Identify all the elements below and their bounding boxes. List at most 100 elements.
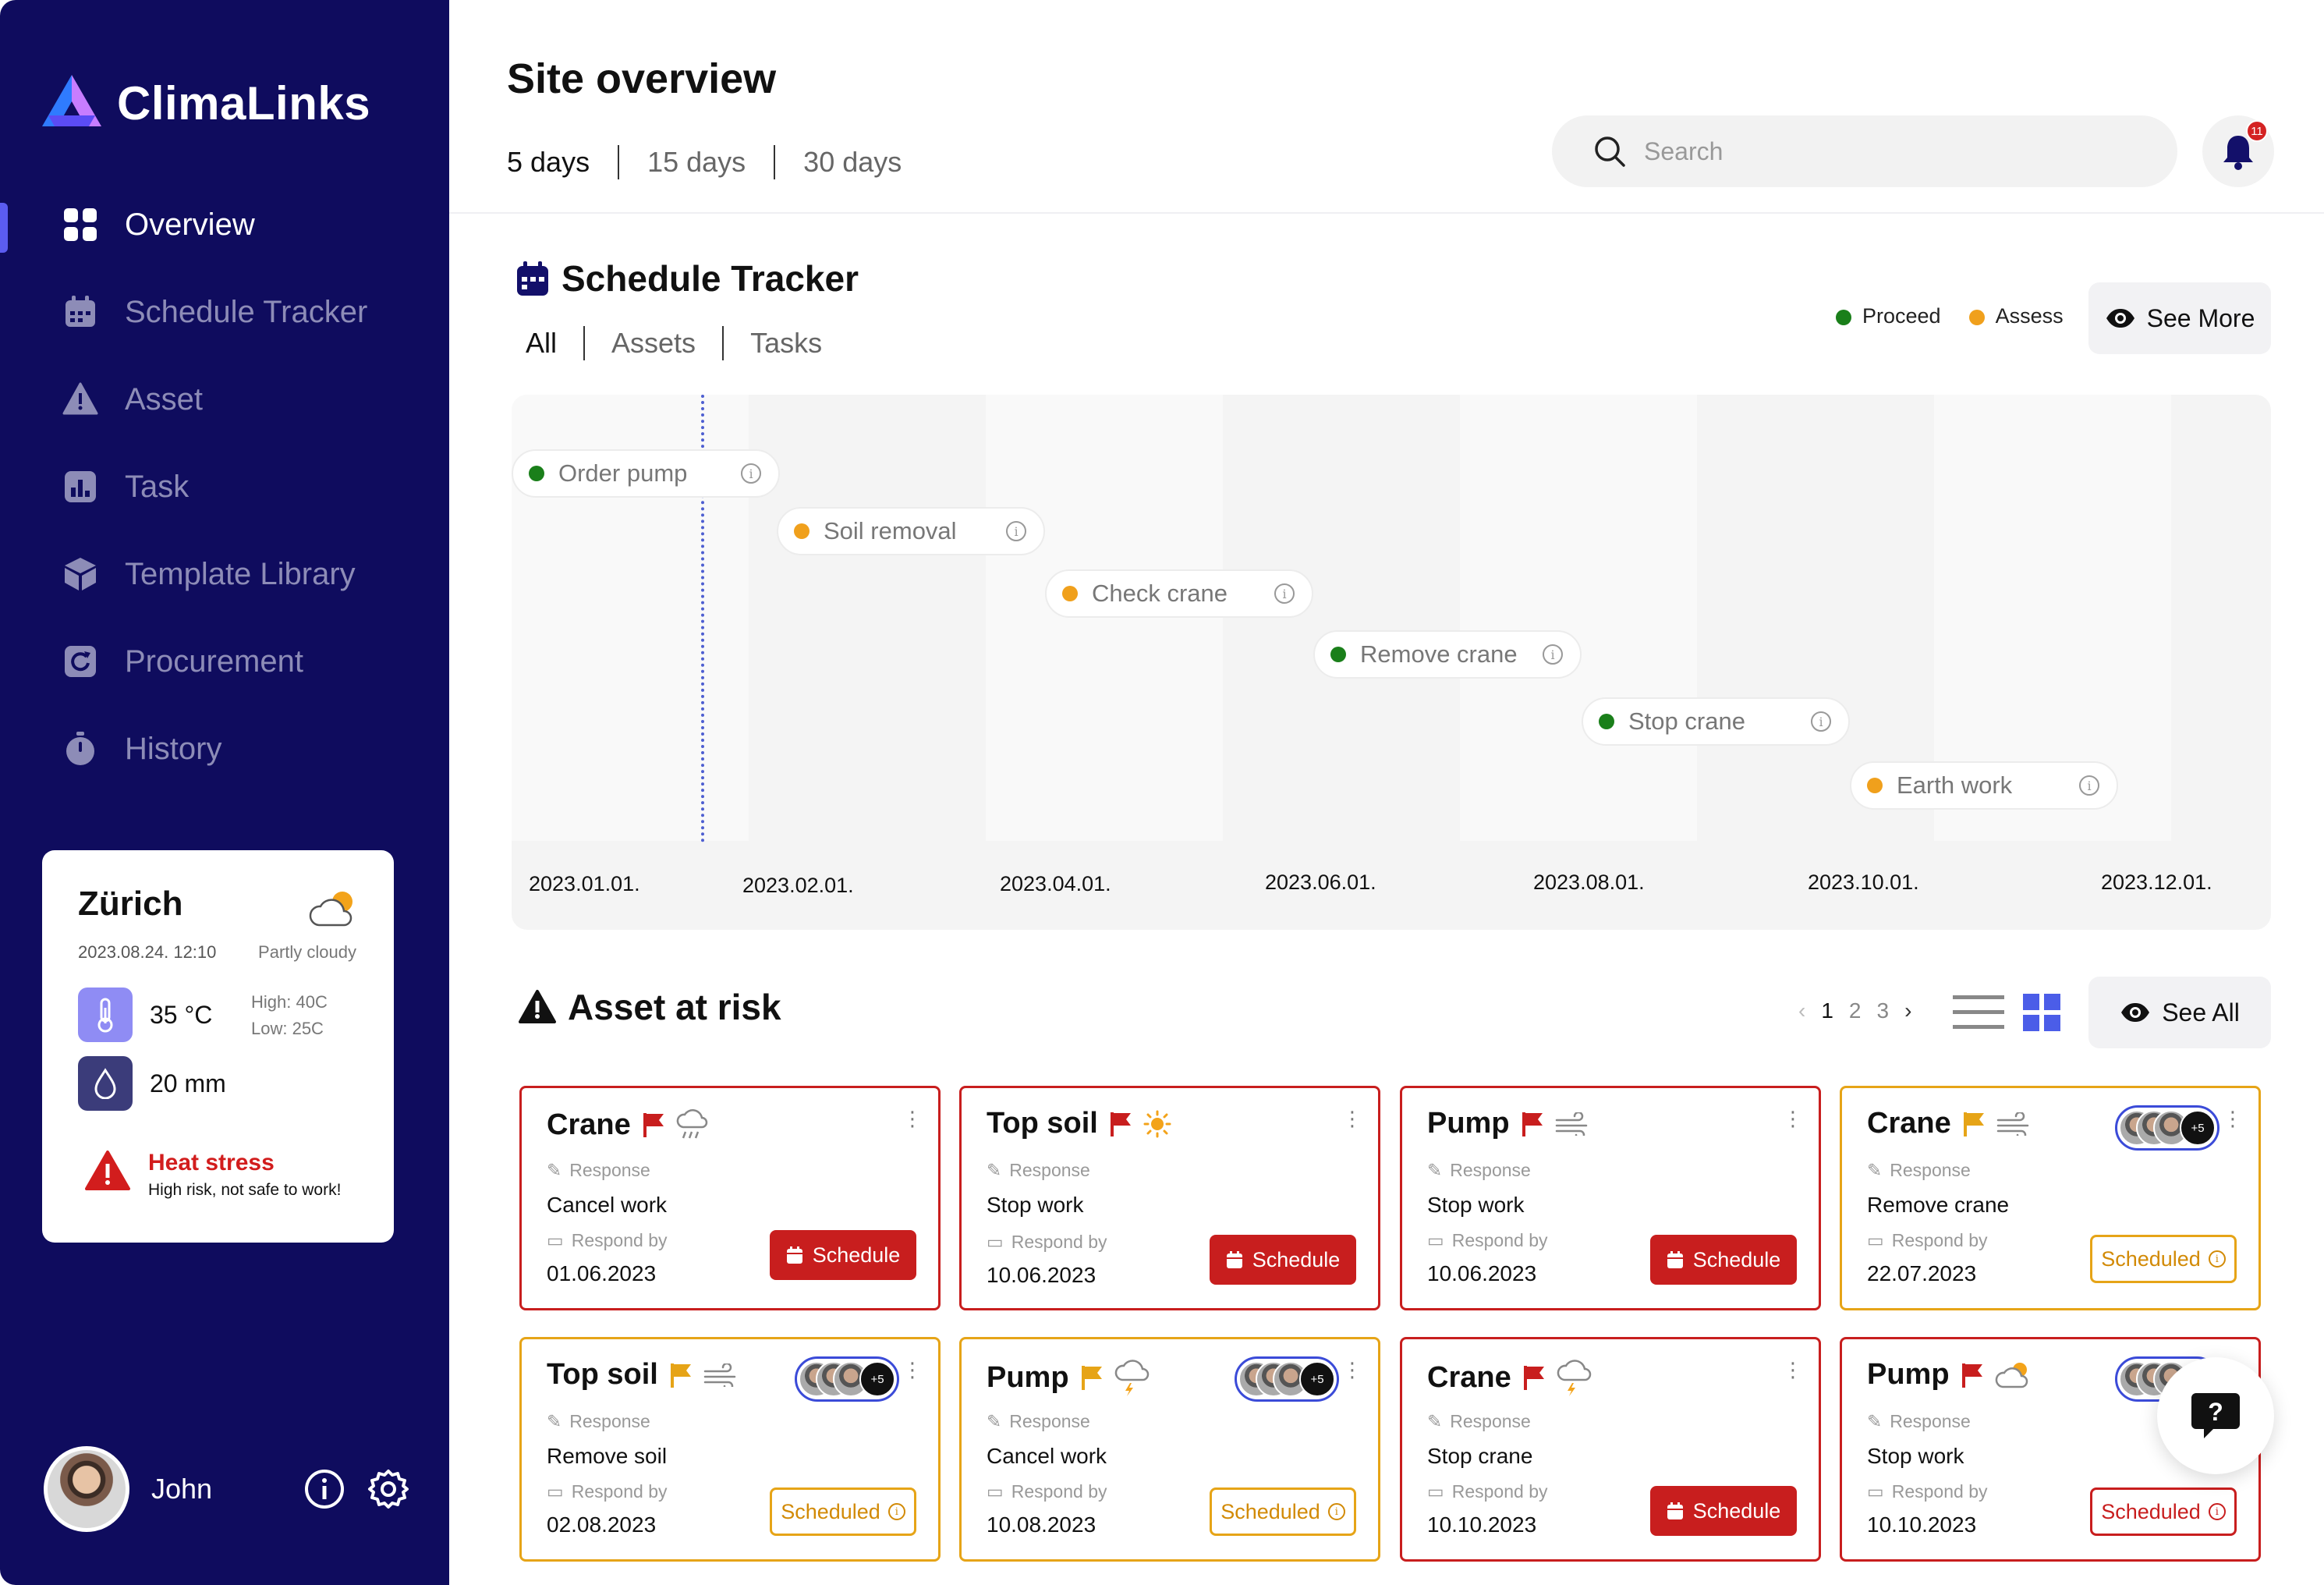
edit-icon: ✎ — [1867, 1411, 1883, 1431]
page-3[interactable]: 3 — [1876, 998, 1890, 1023]
avatar[interactable] — [44, 1446, 129, 1532]
filter-tasks[interactable]: Tasks — [750, 327, 823, 359]
schedule-button[interactable]: Schedule — [1650, 1486, 1797, 1536]
scheduled-status[interactable]: Scheduled i — [1210, 1487, 1356, 1536]
more-options-icon[interactable]: ⋮ — [2223, 1107, 2243, 1130]
flag-icon — [643, 1113, 664, 1137]
response-label: ✎ Response — [547, 1160, 650, 1180]
sidebar-item-task[interactable]: Task — [0, 443, 449, 530]
date-tick: 2023.04.01. — [1000, 872, 1111, 895]
help-button[interactable]: ? — [2157, 1357, 2274, 1474]
assignee-avatars[interactable]: +5 — [795, 1356, 899, 1402]
date-tick: 2023.01.01. — [529, 872, 640, 895]
respond-by-date: 10.10.2023 — [1427, 1512, 1537, 1537]
scheduled-status[interactable]: Scheduled i — [2090, 1235, 2237, 1283]
prev-page-icon[interactable]: ‹ — [1798, 998, 1806, 1023]
asset-card[interactable]: Pump +5 ⋮ ✎ Response Cancel work ▭ Respond… — [959, 1337, 1380, 1562]
asset-name: Crane — [1427, 1360, 1511, 1394]
info-icon[interactable]: i — [741, 463, 761, 484]
timeline-task[interactable]: Check crane i — [1045, 569, 1313, 618]
filter-all[interactable]: All — [526, 327, 558, 359]
response-value: Remove crane — [1867, 1193, 2010, 1217]
calendar-icon — [1667, 1502, 1683, 1519]
user-name: John — [151, 1473, 213, 1505]
asset-card[interactable]: Top soil ⋮ ✎ Response Stop work ▭ Respond … — [959, 1086, 1380, 1310]
bell-icon — [2223, 136, 2253, 170]
more-options-icon[interactable]: ⋮ — [902, 1107, 923, 1130]
sidebar-item-label: Task — [125, 469, 190, 504]
tab-15-days[interactable]: 15 days — [647, 146, 746, 178]
brand-logo[interactable]: ClimaLinks — [41, 75, 370, 131]
status-dot — [1062, 586, 1078, 601]
respond-by-label: ▭ Respond by — [987, 1232, 1107, 1252]
next-page-icon[interactable]: › — [1904, 998, 1912, 1023]
info-button[interactable] — [303, 1467, 346, 1511]
list-view-icon[interactable] — [1953, 994, 2004, 1035]
sidebar-item-procurement[interactable]: Procurement — [0, 618, 449, 705]
calendar-icon — [786, 1246, 802, 1264]
legend-assess: Assess — [1968, 304, 2064, 328]
sidebar-item-overview[interactable]: Overview — [0, 181, 449, 268]
sidebar-item-asset[interactable]: Asset — [0, 356, 449, 443]
schedule-tracker-heading: Schedule Tracker — [515, 257, 859, 300]
info-icon[interactable]: i — [1543, 644, 1563, 665]
tab-5-days[interactable]: 5 days — [507, 146, 590, 178]
more-options-icon[interactable]: ⋮ — [1783, 1358, 1803, 1381]
partly-cloudy-icon — [308, 889, 358, 934]
more-assignees-count: +5 — [2180, 1110, 2216, 1146]
page-1[interactable]: 1 — [1821, 998, 1833, 1023]
edit-icon: ✎ — [1427, 1160, 1443, 1180]
grid-view-icon[interactable] — [2023, 994, 2060, 1035]
edit-icon: ✎ — [1867, 1160, 1883, 1180]
schedule-button[interactable]: Schedule — [1650, 1235, 1797, 1285]
edit-icon: ✎ — [547, 1411, 562, 1431]
filter-assets[interactable]: Assets — [611, 327, 696, 359]
see-more-button[interactable]: See More — [2088, 282, 2271, 354]
search-input[interactable] — [1644, 137, 2112, 166]
asset-card[interactable]: Pump ⋮ ✎ Response Stop work ▭ Respond by 1… — [1400, 1086, 1821, 1310]
schedule-button[interactable]: Schedule — [770, 1230, 916, 1280]
notifications-button[interactable]: 11 — [2202, 115, 2274, 187]
tab-30-days[interactable]: 30 days — [803, 146, 902, 178]
asset-name: Pump — [1427, 1107, 1510, 1140]
info-icon[interactable]: i — [1811, 711, 1831, 732]
timeline-task[interactable]: Order pump i — [512, 449, 780, 498]
date-tick: 2023.08.01. — [1533, 871, 1645, 894]
assignee-avatars[interactable]: +5 — [1235, 1356, 1339, 1402]
sidebar-item-history[interactable]: History — [0, 705, 449, 792]
timeline-task[interactable]: Soil removal i — [777, 507, 1045, 555]
asset-name: Pump — [987, 1360, 1069, 1394]
partly-cloudy-icon — [1995, 1362, 2028, 1388]
response-value: Stop work — [987, 1193, 1084, 1217]
asset-card[interactable]: Crane ⋮ ✎ Response Stop crane ▭ Respond by… — [1400, 1337, 1821, 1562]
respond-by-label: ▭ Respond by — [1427, 1481, 1548, 1502]
timeline-task[interactable]: Stop crane i — [1582, 697, 1850, 746]
more-options-icon[interactable]: ⋮ — [902, 1358, 923, 1381]
schedule-button[interactable]: Schedule — [1210, 1235, 1356, 1285]
info-icon[interactable]: i — [1274, 583, 1295, 604]
asset-card[interactable]: Top soil +5 ⋮ ✎ Response Remove soil ▭ Res… — [519, 1337, 941, 1562]
timeline-task[interactable]: Earth work i — [1850, 761, 2118, 810]
asset-card[interactable]: Crane ⋮ ✎ Response Cancel work ▭ Respond b… — [519, 1086, 941, 1310]
flag-icon — [1110, 1112, 1131, 1136]
asset-card[interactable]: Crane +5 ⋮ ✎ Response Remove crane ▭ Respo… — [1840, 1086, 2261, 1310]
more-options-icon[interactable]: ⋮ — [1342, 1107, 1362, 1130]
info-icon[interactable]: i — [1006, 521, 1026, 541]
see-all-button[interactable]: See All — [2088, 977, 2271, 1048]
page-2[interactable]: 2 — [1848, 998, 1862, 1023]
sidebar-item-template-library[interactable]: Template Library — [0, 530, 449, 618]
user-profile: John — [44, 1446, 410, 1532]
weather-temperature-row: 35 °C — [78, 988, 212, 1042]
schedule-legend: Proceed Assess — [1836, 304, 2064, 328]
more-options-icon[interactable]: ⋮ — [1783, 1107, 1803, 1130]
sidebar-item-schedule-tracker[interactable]: Schedule Tracker — [0, 268, 449, 356]
scheduled-status[interactable]: Scheduled i — [770, 1487, 916, 1536]
assignee-avatars[interactable]: +5 — [2115, 1105, 2219, 1151]
response-label: ✎ Response — [1867, 1160, 1971, 1180]
settings-button[interactable] — [367, 1467, 410, 1511]
timeline-task[interactable]: Remove crane i — [1313, 630, 1582, 679]
info-icon[interactable]: i — [2079, 775, 2099, 796]
more-options-icon[interactable]: ⋮ — [1342, 1358, 1362, 1381]
scheduled-status[interactable]: Scheduled i — [2090, 1487, 2237, 1536]
respond-by-label: ▭ Respond by — [547, 1230, 668, 1250]
